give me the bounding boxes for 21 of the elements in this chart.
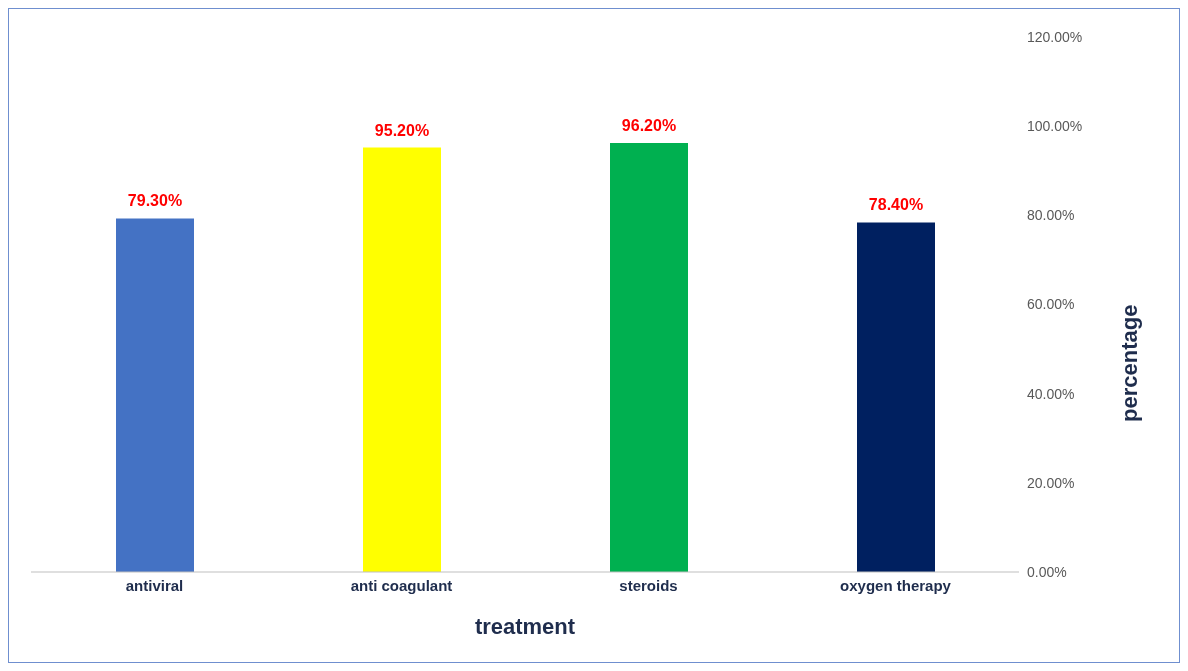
data-label: 95.20% <box>374 121 430 139</box>
y-tick-label: 20.00% <box>1027 474 1075 491</box>
y-tick-label: 40.00% <box>1027 385 1075 402</box>
x-tick-label: antiviral <box>125 576 184 594</box>
y-tick-label: 0.00% <box>1027 563 1067 580</box>
bar <box>116 218 194 572</box>
y-tick-label: 120.00% <box>1027 28 1083 45</box>
y-axis-title: percentage <box>1116 304 1142 422</box>
x-tick-label: steroids <box>619 576 678 594</box>
data-label: 79.30% <box>127 192 183 210</box>
x-tick-label: oxygen therapy <box>840 576 952 594</box>
x-axis-title: treatment <box>474 614 576 639</box>
y-tick-label: 80.00% <box>1027 207 1075 224</box>
x-tick-label: anti coagulant <box>350 576 453 594</box>
y-tick-label: 60.00% <box>1027 296 1075 313</box>
y-tick-label: 100.00% <box>1027 118 1083 135</box>
bar <box>610 143 688 572</box>
data-label: 96.20% <box>621 117 677 135</box>
bar <box>363 147 441 572</box>
data-label: 78.40% <box>868 196 924 214</box>
bar <box>857 222 935 572</box>
